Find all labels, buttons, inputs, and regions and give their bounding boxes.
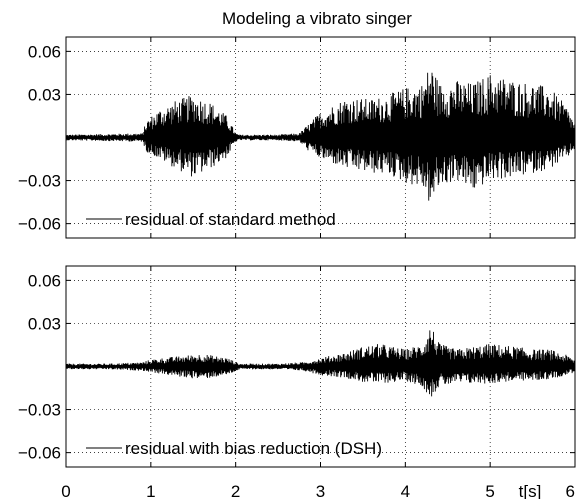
figure-title: Modeling a vibrato singer xyxy=(222,9,412,28)
x-tick-label: 2 xyxy=(231,482,240,499)
y-tick-label: 0.06 xyxy=(28,271,61,290)
x-tick-label: 5 xyxy=(485,482,494,499)
residual-signal xyxy=(65,330,576,397)
top-panel: −0.06 −0.03 0.03 0.06 residual of standard m… xyxy=(18,36,576,239)
legend-label: residual of standard method xyxy=(125,210,336,229)
y-tick-label: −0.03 xyxy=(18,401,61,420)
y-tick-label: −0.06 xyxy=(18,444,61,463)
residual-signal xyxy=(65,72,576,201)
y-tick-label: 0.06 xyxy=(28,42,61,61)
x-tick-label: 3 xyxy=(316,482,325,499)
x-tick-label: 6 xyxy=(566,482,575,499)
y-tick-label: 0.03 xyxy=(28,314,61,333)
x-tick-label: 0 xyxy=(61,482,70,499)
x-tick-label: 1 xyxy=(146,482,155,499)
y-tick-label: −0.03 xyxy=(18,172,61,191)
y-tick-label: −0.06 xyxy=(18,215,61,234)
bottom-panel: −0.06 −0.03 0.03 0.06 residual with bias red… xyxy=(18,265,576,468)
x-axis-label: t[s] xyxy=(519,482,542,499)
x-tick-label: 4 xyxy=(401,482,410,499)
legend-label: residual with bias reduction (DSH) xyxy=(125,439,382,458)
y-tick-label: 0.03 xyxy=(28,85,61,104)
x-axis: 0 1 2 3 4 5 6 t[s] xyxy=(61,482,575,499)
